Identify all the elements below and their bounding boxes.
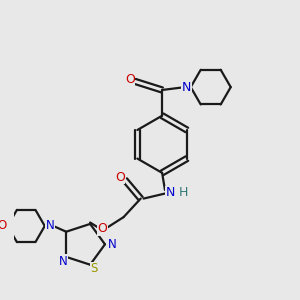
Text: N: N: [182, 81, 191, 94]
Text: S: S: [91, 262, 98, 275]
Text: O: O: [0, 220, 7, 232]
Text: O: O: [125, 74, 135, 86]
Text: H: H: [179, 186, 188, 200]
Text: N: N: [59, 255, 68, 268]
Text: O: O: [115, 171, 125, 184]
Text: N: N: [166, 186, 175, 200]
Text: O: O: [97, 222, 107, 235]
Text: N: N: [108, 238, 116, 251]
Text: N: N: [46, 220, 55, 232]
